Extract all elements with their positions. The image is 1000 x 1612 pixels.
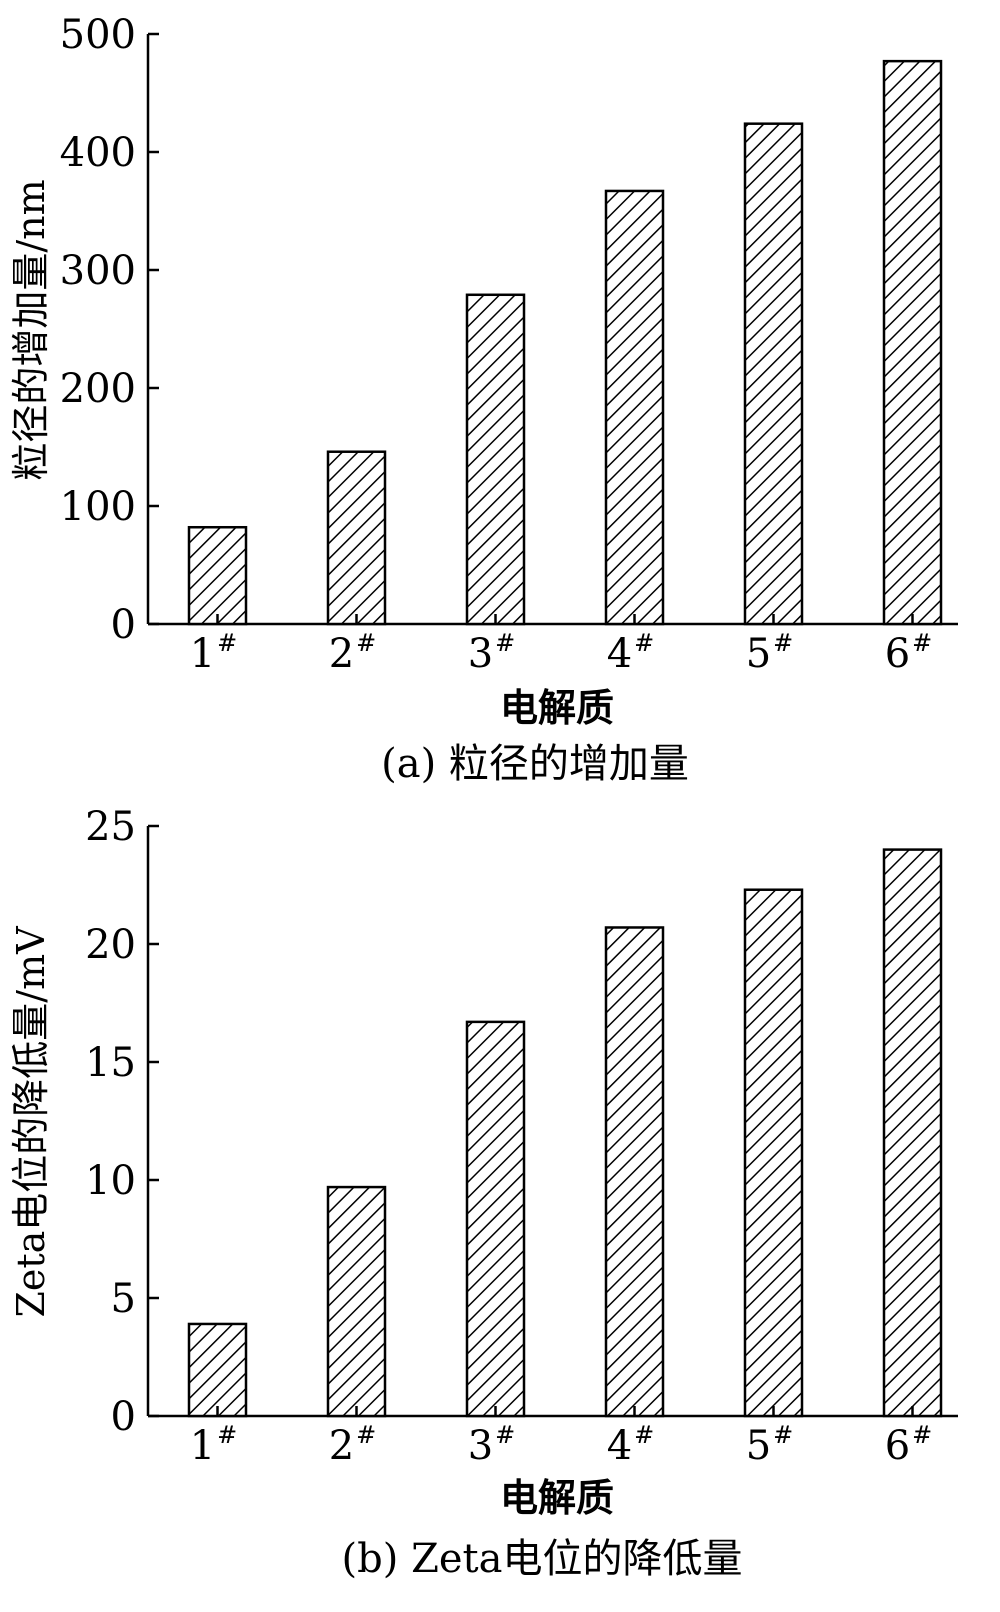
category-label: 2# bbox=[329, 1421, 377, 1469]
y-tick-label: 25 bbox=[85, 804, 136, 850]
chart-panel-b: 0 5 10 15 20 25 1# 2# 3# 4# 5# 6# Zeta电位的降低量/mV 电解… bbox=[9, 804, 958, 1582]
bar bbox=[604, 189, 665, 626]
y-tick-label: 10 bbox=[85, 1158, 136, 1204]
bar bbox=[187, 525, 248, 626]
x-axis-title-a: 电解质 bbox=[500, 685, 614, 730]
y-tick-label: 400 bbox=[60, 130, 136, 176]
category-label: 3# bbox=[468, 1421, 516, 1469]
y-tick-label: 15 bbox=[85, 1040, 136, 1086]
y-axis-title-a: 粒径的增加量/nm bbox=[9, 179, 53, 480]
y-tick-label: 0 bbox=[111, 1394, 136, 1440]
category-label: 4# bbox=[607, 629, 655, 677]
category-label: 1# bbox=[190, 1421, 238, 1469]
category-labels-a: 1# 2# 3# 4# 5# 6# bbox=[190, 629, 933, 677]
y-axis-title-b: Zeta电位的降低量/mV bbox=[9, 926, 53, 1318]
y-tick-label: 0 bbox=[111, 602, 136, 648]
caption-a: (a) 粒径的增加量 bbox=[381, 741, 689, 787]
y-tick-label: 200 bbox=[60, 366, 136, 412]
x-axis-title-b: 电解质 bbox=[500, 1475, 614, 1520]
y-tick-label: 20 bbox=[85, 922, 136, 968]
category-label: 1# bbox=[190, 629, 238, 677]
y-tick-label: 500 bbox=[60, 12, 136, 58]
category-label: 5# bbox=[746, 1421, 794, 1469]
y-tick-label: 300 bbox=[60, 248, 136, 294]
bar bbox=[326, 450, 387, 626]
bar bbox=[743, 888, 804, 1418]
y-ticks-a: 0 100 200 300 400 500 bbox=[60, 12, 159, 648]
bar bbox=[882, 848, 943, 1418]
bar bbox=[882, 59, 943, 626]
bar bbox=[604, 926, 665, 1418]
bars-a bbox=[187, 59, 943, 626]
bars-b bbox=[187, 848, 943, 1418]
bar bbox=[743, 122, 804, 626]
category-label: 6# bbox=[885, 629, 933, 677]
category-label: 4# bbox=[607, 1421, 655, 1469]
category-label: 5# bbox=[746, 629, 794, 677]
bar bbox=[326, 1185, 387, 1418]
bar bbox=[465, 1020, 526, 1418]
category-label: 6# bbox=[885, 1421, 933, 1469]
bar bbox=[187, 1322, 248, 1418]
y-tick-label: 5 bbox=[111, 1276, 136, 1322]
y-ticks-b: 0 5 10 15 20 25 bbox=[85, 804, 159, 1440]
y-tick-label: 100 bbox=[60, 484, 136, 530]
category-label: 3# bbox=[468, 629, 516, 677]
category-label: 2# bbox=[329, 629, 377, 677]
bar bbox=[465, 293, 526, 626]
caption-b: (b) Zeta电位的降低量 bbox=[342, 1536, 743, 1582]
category-labels-b: 1# 2# 3# 4# 5# 6# bbox=[190, 1421, 933, 1469]
